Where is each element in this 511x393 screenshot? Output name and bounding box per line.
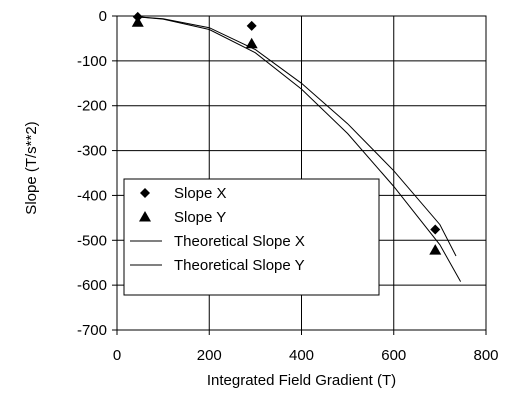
legend-swatch-slope-x (140, 188, 150, 198)
legend-swatch-slope-y (139, 211, 151, 222)
legend-label-theoretical-slope-y: Theoretical Slope Y (174, 257, 305, 274)
legend-label-slope-y: Slope Y (174, 209, 226, 226)
y-tick-label: 0 (99, 8, 107, 25)
data-point-slope-y (131, 16, 144, 27)
legend-label-slope-x: Slope X (174, 185, 227, 202)
x-tick-label: 400 (289, 347, 314, 364)
x-axis-ticks: 0 200 400 600 800 (113, 330, 499, 364)
x-tick-label: 800 (473, 347, 498, 364)
series-line-theoretical-slope-y (137, 16, 462, 282)
y-tick-label: -300 (77, 143, 107, 160)
data-points (131, 11, 442, 255)
data-point-slope-x (246, 20, 257, 31)
y-tick-label: -600 (77, 277, 107, 294)
theoretical-lines (137, 16, 462, 282)
data-point-slope-x (430, 224, 441, 235)
y-axis-ticks: 0 -100 -200 -300 -400 -500 -600 -700 (77, 8, 117, 339)
y-tick-label: -700 (77, 322, 107, 339)
legend-label-theoretical-slope-x: Theoretical Slope X (174, 233, 305, 250)
x-tick-label: 0 (113, 347, 121, 364)
y-tick-label: -500 (77, 232, 107, 249)
x-tick-label: 200 (197, 347, 222, 364)
y-axis-label: Slope (T/s**2) (23, 121, 40, 214)
data-point-slope-y (429, 244, 442, 255)
x-tick-label: 600 (381, 347, 406, 364)
y-tick-label: -100 (77, 53, 107, 70)
x-axis-label: Integrated Field Gradient (T) (207, 372, 396, 389)
y-tick-label: -400 (77, 187, 107, 204)
series-line-theoretical-slope-x (137, 16, 457, 257)
legend: Slope X Slope Y Theoretical Slope X Theoret… (123, 178, 380, 296)
y-tick-label: -200 (77, 98, 107, 115)
legend-box (123, 178, 380, 296)
data-point-slope-y (245, 37, 258, 49)
